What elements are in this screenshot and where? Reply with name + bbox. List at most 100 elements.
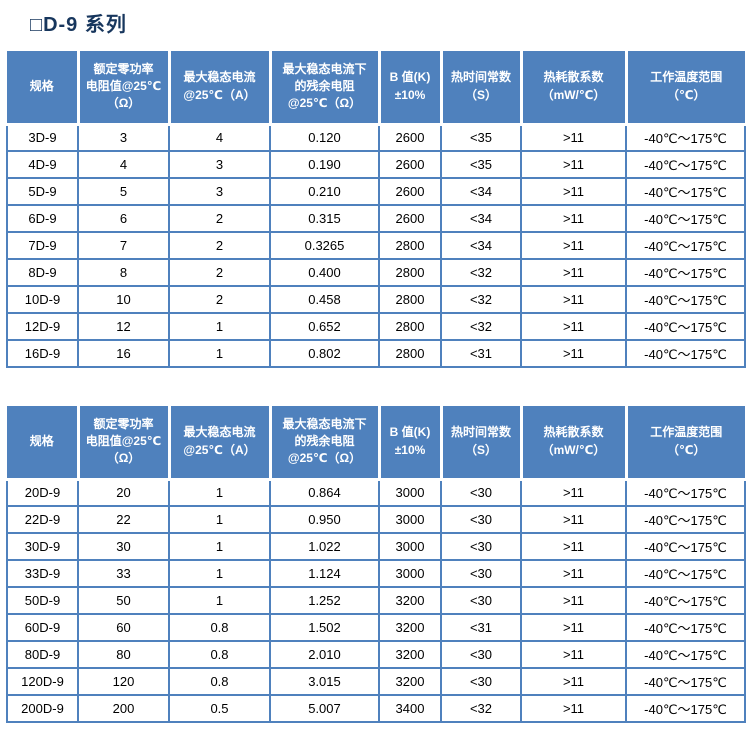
table-row: 3D-9 3 4 0.120 2600 <35 >11 -40℃～175℃: [6, 123, 746, 152]
page-title: □D-9 系列: [30, 14, 127, 36]
table-cell: 2600: [378, 150, 442, 179]
table-cell: <30: [440, 640, 522, 669]
table-cell: >11: [520, 339, 627, 368]
table-cell: 2800: [378, 285, 442, 314]
table-cell: 2: [168, 258, 271, 287]
table-cell: -40℃～175℃: [625, 532, 746, 561]
table-cell: 2: [168, 231, 271, 260]
table-cell: <32: [440, 312, 522, 341]
table-cell: <34: [440, 177, 522, 206]
column-header: B 值(K) ±10%: [377, 406, 443, 481]
table-cell: 1.252: [269, 586, 380, 615]
column-header: 工作温度范围 （℃）: [624, 406, 745, 481]
table-cell: >11: [520, 640, 627, 669]
table-cell: 8: [77, 258, 170, 287]
table-cell: 2800: [378, 312, 442, 341]
table-cell: -40℃～175℃: [625, 339, 746, 368]
column-header: 最大稳态电流 @25℃（A）: [167, 406, 272, 481]
table-cell: >11: [520, 231, 627, 260]
table-cell: 3: [77, 123, 170, 152]
table-cell: 0.950: [269, 505, 380, 534]
table-cell: <31: [440, 339, 522, 368]
table-row: 6D-9 6 2 0.315 2600 <34 >11 -40℃～175℃: [6, 204, 746, 233]
table-cell: -40℃～175℃: [625, 150, 746, 179]
table-cell: >11: [520, 285, 627, 314]
table-cell: 3200: [378, 613, 442, 642]
table-cell: 80: [77, 640, 170, 669]
table-cell: 22: [77, 505, 170, 534]
table-cell: >11: [520, 150, 627, 179]
table-cell: 7: [77, 231, 170, 260]
table-cell: >11: [520, 312, 627, 341]
table-row: 10D-9 10 2 0.458 2800 <32 >11 -40℃～175℃: [6, 285, 746, 314]
table-cell: >11: [520, 586, 627, 615]
table-cell: 16D-9: [6, 339, 79, 368]
table-cell: 6D-9: [6, 204, 79, 233]
table-cell: 60D-9: [6, 613, 79, 642]
table-cell: <32: [440, 285, 522, 314]
table-cell: -40℃～175℃: [625, 694, 746, 723]
table-cell: 30: [77, 532, 170, 561]
table-cell: >11: [520, 694, 627, 723]
table-cell: -40℃～175℃: [625, 177, 746, 206]
table-cell: 50: [77, 586, 170, 615]
table-cell: <30: [440, 559, 522, 588]
table-cell: 10: [77, 285, 170, 314]
table-cell: 3400: [378, 694, 442, 723]
table-cell: 0.3265: [269, 231, 380, 260]
table-cell: 0.8: [168, 667, 271, 696]
table-cell: 0.315: [269, 204, 380, 233]
table-cell: 0.8: [168, 613, 271, 642]
table-cell: 4D-9: [6, 150, 79, 179]
table-row: 60D-9 60 0.8 1.502 3200 <31 >11 -40℃～175℃: [6, 613, 746, 642]
table-cell: 1.124: [269, 559, 380, 588]
table-cell: -40℃～175℃: [625, 586, 746, 615]
table-cell: 8D-9: [6, 258, 79, 287]
table-cell: 1: [168, 532, 271, 561]
table-cell: 2600: [378, 177, 442, 206]
table-cell: 20D-9: [6, 478, 79, 507]
header-row: 规格 额定零功率 电阻值@25℃ （Ω） 最大稳态电流 @25℃（A） 最大稳态电流下…: [7, 406, 745, 481]
table-cell: 3.015: [269, 667, 380, 696]
table-cell: 2600: [378, 204, 442, 233]
table-cell: 0.802: [269, 339, 380, 368]
table-cell: 3: [168, 177, 271, 206]
table-cell: >11: [520, 505, 627, 534]
table-cell: 7D-9: [6, 231, 79, 260]
table-cell: -40℃～175℃: [625, 640, 746, 669]
table-cell: 2800: [378, 231, 442, 260]
column-header: 额定零功率 电阻值@25℃ （Ω）: [76, 51, 171, 126]
table-cell: <35: [440, 123, 522, 152]
table-cell: 2600: [378, 123, 442, 152]
table-cell: <34: [440, 204, 522, 233]
column-header: 热时间常数 （S）: [439, 51, 523, 126]
table-cell: 0.8: [168, 640, 271, 669]
table-row: 7D-9 7 2 0.3265 2800 <34 >11 -40℃～175℃: [6, 231, 746, 260]
table-cell: 4: [77, 150, 170, 179]
table-cell: >11: [520, 258, 627, 287]
table-cell: 5D-9: [6, 177, 79, 206]
table-row: 8D-9 8 2 0.400 2800 <32 >11 -40℃～175℃: [6, 258, 746, 287]
table-cell: 3000: [378, 478, 442, 507]
table-cell: 3000: [378, 505, 442, 534]
table-row: 20D-9 20 1 0.864 3000 <30 >11 -40℃～175℃: [6, 478, 746, 507]
table-cell: 10D-9: [6, 285, 79, 314]
table-cell: 3200: [378, 640, 442, 669]
table-row: 80D-9 80 0.8 2.010 3200 <30 >11 -40℃～175℃: [6, 640, 746, 669]
table-cell: 3: [168, 150, 271, 179]
table-row: 50D-9 50 1 1.252 3200 <30 >11 -40℃～175℃: [6, 586, 746, 615]
table-cell: -40℃～175℃: [625, 204, 746, 233]
table-cell: -40℃～175℃: [625, 613, 746, 642]
table-cell: 1: [168, 559, 271, 588]
column-header: 热时间常数 （S）: [439, 406, 523, 481]
table-row: 4D-9 4 3 0.190 2600 <35 >11 -40℃～175℃: [6, 150, 746, 179]
column-header: 规格: [7, 406, 80, 481]
table-cell: >11: [520, 532, 627, 561]
table-cell: -40℃～175℃: [625, 285, 746, 314]
table-cell: 0.458: [269, 285, 380, 314]
table-cell: 30D-9: [6, 532, 79, 561]
table-cell: 200D-9: [6, 694, 79, 723]
table-cell: 0.5: [168, 694, 271, 723]
table-cell: 20: [77, 478, 170, 507]
table-cell: 1: [168, 478, 271, 507]
